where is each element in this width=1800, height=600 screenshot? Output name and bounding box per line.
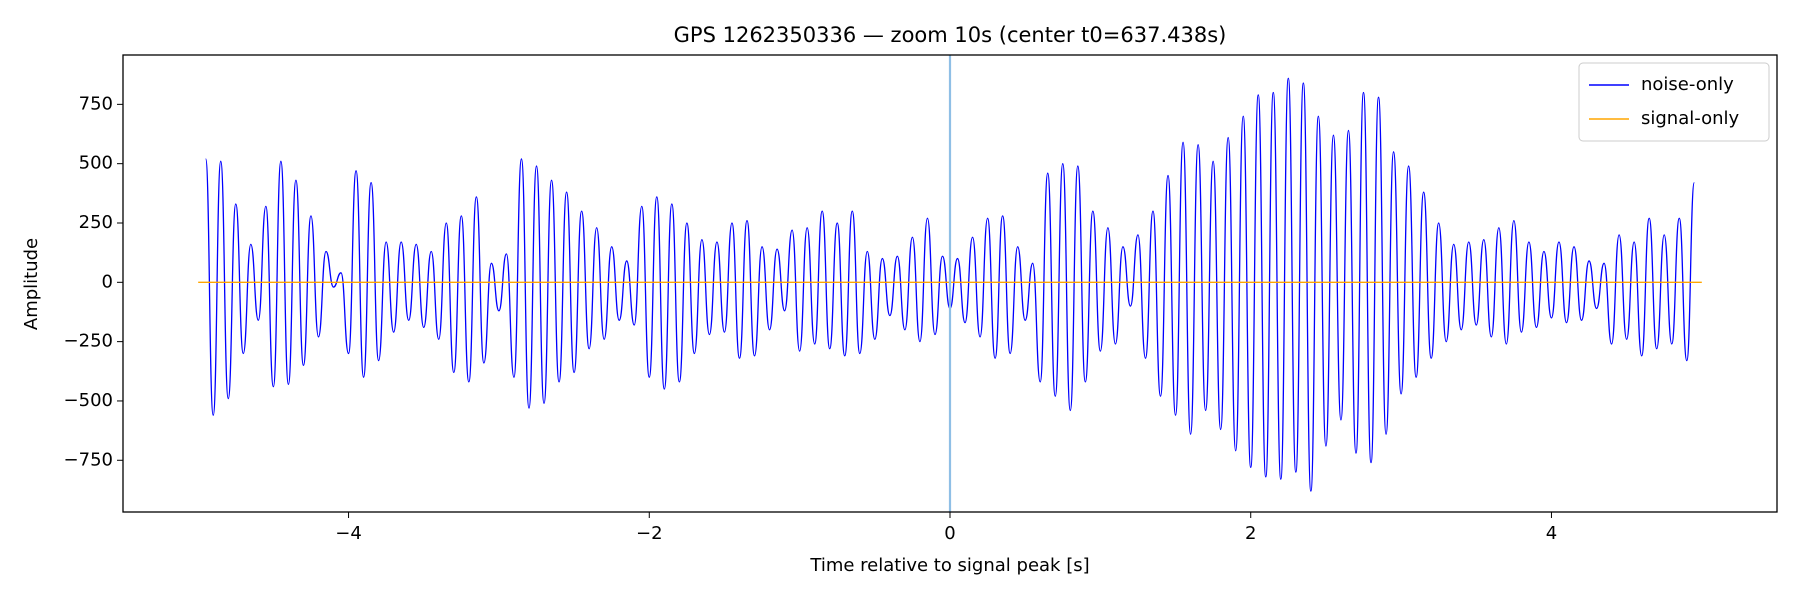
x-tick-label: −4	[335, 523, 362, 544]
x-tick-label: 4	[1546, 523, 1557, 544]
x-tick-label: 2	[1245, 523, 1256, 544]
axes-frame	[122, 54, 1778, 513]
legend-label: signal-only	[1641, 108, 1739, 129]
y-tick-label: −500	[64, 390, 113, 411]
data-line	[205, 77, 1695, 492]
legend-label: noise-only	[1641, 74, 1734, 95]
x-axis-label: Time relative to signal peak [s]	[809, 555, 1089, 576]
legend-box	[1578, 62, 1770, 142]
y-tick-label: 250	[79, 212, 113, 233]
y-tick-label: 500	[79, 153, 113, 174]
y-axis-label: Amplitude	[21, 238, 42, 330]
chart-title: GPS 1262350336 — zoom 10s (center t0=637…	[674, 23, 1227, 47]
y-tick-label: 0	[102, 271, 113, 292]
y-tick-label: −250	[64, 331, 113, 352]
y-tick-label: 750	[79, 93, 113, 114]
y-tick-label: −750	[64, 449, 113, 470]
x-tick-label: −2	[636, 523, 663, 544]
x-tick-label: 0	[944, 523, 955, 544]
